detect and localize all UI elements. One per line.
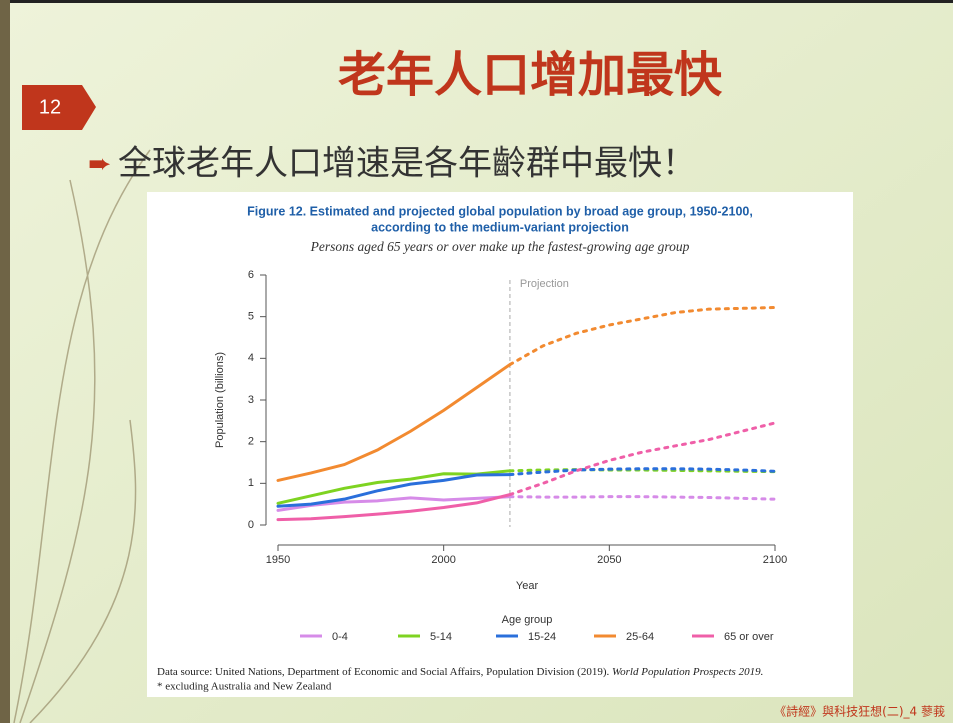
- series-line-projected: [508, 467, 777, 477]
- series-line-projected: [508, 468, 777, 474]
- series-line-projected: [508, 421, 777, 497]
- footer: 《詩經》與科技狂想(二)_4 蓼莪: [774, 704, 945, 719]
- note: * excluding Australia and New Zealand: [157, 681, 332, 693]
- x-tick-label: 2050: [597, 554, 621, 566]
- legend-label: 0-4: [332, 631, 348, 643]
- legend-title: Age group: [502, 614, 553, 626]
- series-line-projected: [508, 495, 777, 501]
- left-stripe: [0, 0, 10, 723]
- y-tick-label: 3: [248, 394, 254, 406]
- series-line: [276, 473, 512, 508]
- series-line: [276, 493, 512, 522]
- series-line: [276, 495, 512, 512]
- y-axis-label: Population (billions): [214, 352, 226, 448]
- y-tick-label: 4: [248, 352, 254, 364]
- y-tick-label: 6: [248, 269, 254, 281]
- series-line: [276, 363, 512, 482]
- source-italic: World Population Prospects 2019.: [612, 666, 763, 678]
- y-tick-label: 5: [248, 311, 254, 323]
- projection-label: Projection: [520, 278, 569, 290]
- slide-number: 12: [39, 96, 61, 118]
- source-text: Data source: United Nations, Department …: [157, 666, 609, 678]
- slide-title: 老年人口增加最快: [338, 47, 723, 103]
- y-tick-label: 1: [248, 477, 254, 489]
- x-axis-label: Year: [516, 580, 539, 592]
- chart-title: Figure 12. Estimated and projected globa…: [247, 204, 753, 218]
- top-border: [0, 0, 953, 3]
- y-tick-label: 2: [248, 436, 254, 448]
- bullet-icon: ➨: [88, 147, 111, 180]
- decor-lines: [13, 149, 151, 724]
- y-tick-label: 0: [248, 519, 254, 531]
- legend-label: 25-64: [626, 631, 654, 643]
- legend-label: 65 or over: [724, 631, 774, 643]
- source: Data source: United Nations, Department …: [157, 666, 763, 678]
- chart-subtitle: Persons aged 65 years or over make up th…: [310, 239, 690, 254]
- legend-label: 15-24: [528, 631, 556, 643]
- chart-title: according to the medium-variant projecti…: [371, 220, 629, 234]
- slide-number-tab: [22, 85, 96, 130]
- series-line: [276, 469, 512, 505]
- chart-panel: [147, 192, 853, 697]
- x-tick-label: 2000: [431, 554, 455, 566]
- bullet-text: 全球老年人口增速是各年齡群中最快！: [118, 144, 696, 184]
- x-tick-label: 2100: [763, 554, 787, 566]
- x-tick-label: 1950: [266, 554, 290, 566]
- legend-label: 5-14: [430, 631, 452, 643]
